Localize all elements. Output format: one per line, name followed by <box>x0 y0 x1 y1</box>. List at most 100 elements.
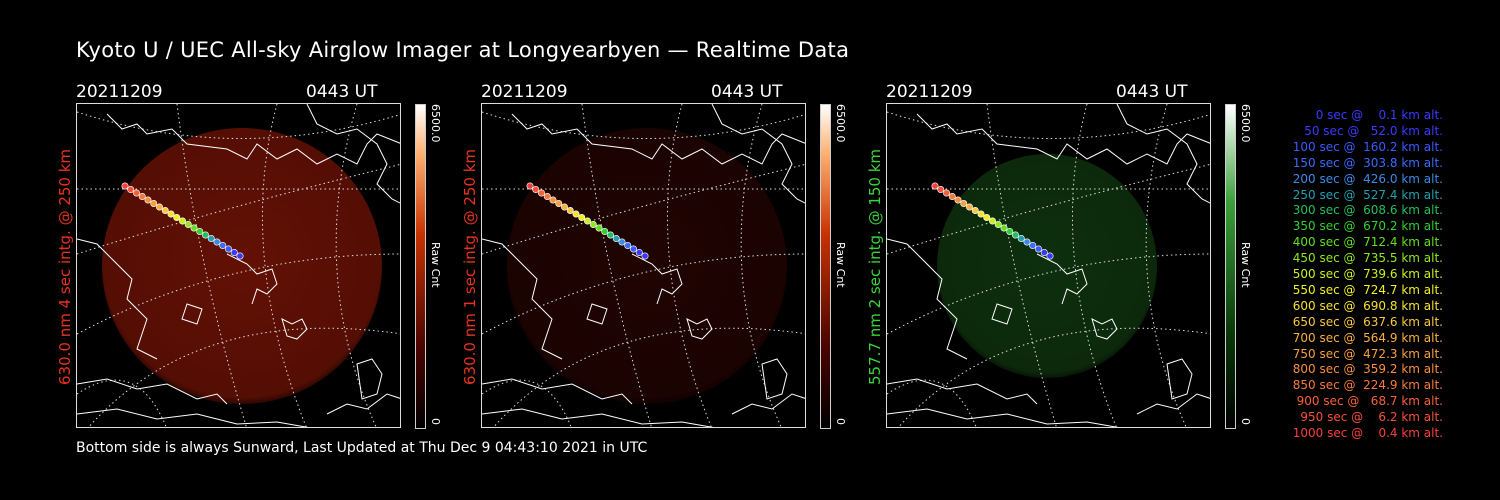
track-point <box>994 221 1002 229</box>
legend-item: 750 sec @ 472.3 km alt. <box>1292 346 1443 361</box>
satellite-track <box>526 182 649 260</box>
track-point <box>121 182 129 190</box>
track-point <box>977 210 985 218</box>
track-point <box>1012 231 1020 239</box>
airglow-region <box>937 154 1157 378</box>
track-point <box>641 252 649 260</box>
track-point <box>549 196 557 204</box>
legend-item: 100 sec @ 160.2 km alt. <box>1292 139 1443 154</box>
track-point <box>948 193 956 201</box>
panel-1-colorbar <box>415 104 426 429</box>
legend-item: 200 sec @ 426.0 km alt. <box>1292 171 1443 186</box>
legend-item: 800 sec @ 359.2 km alt. <box>1292 362 1443 377</box>
legend-item: 350 sec @ 670.2 km alt. <box>1292 219 1443 234</box>
track-point <box>624 242 632 250</box>
track-point <box>144 196 152 204</box>
panel-1-colorbar-max: 6500.0 <box>429 104 442 143</box>
track-point <box>543 193 551 201</box>
track-point <box>1035 245 1043 253</box>
track-point <box>127 186 135 194</box>
legend-item: 250 sec @ 527.4 km alt. <box>1292 187 1443 202</box>
track-point <box>184 221 192 229</box>
track-point <box>150 200 158 208</box>
legend-item: 950 sec @ 6.2 km alt. <box>1300 410 1443 425</box>
track-point <box>971 207 979 215</box>
track-point <box>537 189 545 197</box>
track-point <box>532 186 540 194</box>
track-point <box>601 228 609 236</box>
legend-item: 450 sec @ 735.5 km alt. <box>1292 251 1443 266</box>
track-point <box>561 203 569 211</box>
track-point <box>236 252 244 260</box>
coastline <box>482 104 805 427</box>
panel-2-colorbar-min: 0 <box>834 418 847 425</box>
legend-item: 650 sec @ 637.6 km alt. <box>1292 314 1443 329</box>
track-point <box>954 196 962 204</box>
panel-1-time: 0443 UT <box>306 82 378 102</box>
coastline <box>77 104 400 427</box>
track-point <box>190 224 198 232</box>
legend-item: 600 sec @ 690.8 km alt. <box>1292 298 1443 313</box>
legend-item: 0 sec @ 0.1 km alt. <box>1315 108 1443 122</box>
track-point <box>132 189 140 197</box>
footer-status: Bottom side is always Sunward, Last Upda… <box>76 440 648 456</box>
track-point <box>618 238 626 246</box>
track-point <box>612 235 620 243</box>
legend-item: 400 sec @ 712.4 km alt. <box>1292 235 1443 250</box>
track-point <box>630 245 638 253</box>
track-point <box>1017 235 1025 243</box>
track-point <box>230 249 238 257</box>
track-point <box>937 186 945 194</box>
track-point <box>966 203 974 211</box>
track-point <box>1000 224 1008 232</box>
panel-2-side-label: 630.0 nm 1 sec intg. @ 250 km <box>461 148 479 385</box>
panel-2-colorbar-title: Raw Cnt <box>834 242 847 288</box>
satellite-track <box>931 182 1054 260</box>
panel-2-time: 0443 UT <box>711 82 783 102</box>
track-point <box>179 217 187 225</box>
panel-3-time: 0443 UT <box>1116 82 1188 102</box>
panel-3-image <box>886 103 1211 428</box>
panel-2-colorbar-max: 6500.0 <box>834 104 847 143</box>
track-point <box>207 235 215 243</box>
airglow-region <box>102 128 382 404</box>
track-point <box>156 203 164 211</box>
panel-1-colorbar-min: 0 <box>429 418 442 425</box>
track-point <box>196 228 204 236</box>
track-point <box>161 207 169 215</box>
legend-item: 50 sec @ 52.0 km alt. <box>1304 123 1443 138</box>
panel-3-colorbar-title: Raw Cnt <box>1239 242 1252 288</box>
track-point <box>1029 242 1037 250</box>
panel-3-colorbar-min: 0 <box>1239 418 1252 425</box>
track-point <box>167 210 175 218</box>
track-point <box>942 189 950 197</box>
track-point <box>555 200 563 208</box>
panel-1-date: 20211209 <box>76 82 163 102</box>
track-point <box>989 217 997 225</box>
track-point <box>173 214 181 222</box>
track-point <box>138 193 146 201</box>
track-point <box>960 200 968 208</box>
panel-3-side-label: 557.7 nm 2 sec intg. @ 150 km <box>866 148 884 385</box>
track-point <box>595 224 603 232</box>
track-point <box>566 207 574 215</box>
panel-2-colorbar <box>820 104 831 429</box>
legend-item: 500 sec @ 739.6 km alt. <box>1292 267 1443 281</box>
panel-3-date: 20211209 <box>886 82 973 102</box>
track-point <box>219 242 227 250</box>
track-point <box>1023 238 1031 246</box>
track-point <box>607 231 615 239</box>
satellite-track <box>121 182 244 260</box>
panel-1-image <box>76 103 401 428</box>
coastline <box>887 104 1210 427</box>
track-point <box>225 245 233 253</box>
track-point <box>578 214 586 222</box>
page-title: Kyoto U / UEC All-sky Airglow Imager at … <box>76 38 850 62</box>
track-point <box>202 231 210 239</box>
track-point <box>584 217 592 225</box>
panel-3-colorbar-max: 6500.0 <box>1239 104 1252 143</box>
panel-1-side-label: 630.0 nm 4 sec intg. @ 250 km <box>56 148 74 385</box>
panel-2-image <box>481 103 806 428</box>
track-point <box>526 182 534 190</box>
legend-item: 550 sec @ 724.7 km alt. <box>1292 282 1443 297</box>
